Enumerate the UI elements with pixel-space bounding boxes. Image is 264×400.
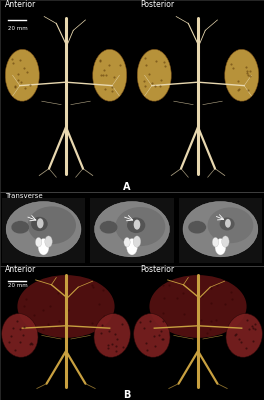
Bar: [0, 0, 264, 192]
Ellipse shape: [226, 314, 262, 357]
Ellipse shape: [6, 202, 81, 257]
Ellipse shape: [183, 202, 258, 257]
Ellipse shape: [93, 49, 127, 101]
Circle shape: [222, 236, 229, 247]
Text: Anterior: Anterior: [5, 0, 36, 9]
Ellipse shape: [100, 221, 118, 234]
Circle shape: [124, 238, 130, 247]
Text: 20 mm: 20 mm: [8, 26, 28, 31]
Ellipse shape: [188, 221, 206, 234]
Circle shape: [127, 238, 137, 255]
Text: B: B: [123, 390, 130, 400]
Bar: [90, 198, 174, 263]
Ellipse shape: [5, 49, 39, 101]
Text: 20 mm: 20 mm: [8, 284, 28, 288]
Ellipse shape: [95, 202, 169, 257]
Ellipse shape: [220, 218, 235, 230]
Circle shape: [225, 219, 231, 228]
Circle shape: [134, 220, 140, 230]
Text: Posterior: Posterior: [140, 0, 174, 9]
Ellipse shape: [208, 207, 253, 243]
Text: Anterior: Anterior: [5, 265, 36, 274]
Ellipse shape: [2, 314, 38, 357]
Ellipse shape: [115, 207, 165, 246]
Ellipse shape: [225, 49, 259, 101]
Ellipse shape: [28, 206, 76, 244]
Circle shape: [45, 236, 52, 247]
Bar: [0, 192, 264, 266]
Ellipse shape: [17, 275, 115, 338]
Ellipse shape: [134, 314, 170, 357]
Circle shape: [133, 236, 141, 247]
Bar: [0, 266, 264, 400]
Text: Posterior: Posterior: [140, 265, 174, 274]
Circle shape: [37, 218, 44, 228]
Ellipse shape: [94, 314, 130, 357]
Ellipse shape: [31, 217, 48, 231]
Circle shape: [215, 238, 226, 255]
Ellipse shape: [127, 218, 145, 233]
Text: Transverse: Transverse: [5, 193, 43, 199]
Ellipse shape: [11, 221, 29, 234]
Bar: [2, 198, 85, 263]
Text: A: A: [123, 182, 130, 192]
Ellipse shape: [137, 49, 171, 101]
Ellipse shape: [149, 275, 247, 338]
Circle shape: [38, 238, 49, 255]
Circle shape: [35, 238, 42, 247]
Bar: [179, 198, 262, 263]
Circle shape: [212, 238, 219, 247]
